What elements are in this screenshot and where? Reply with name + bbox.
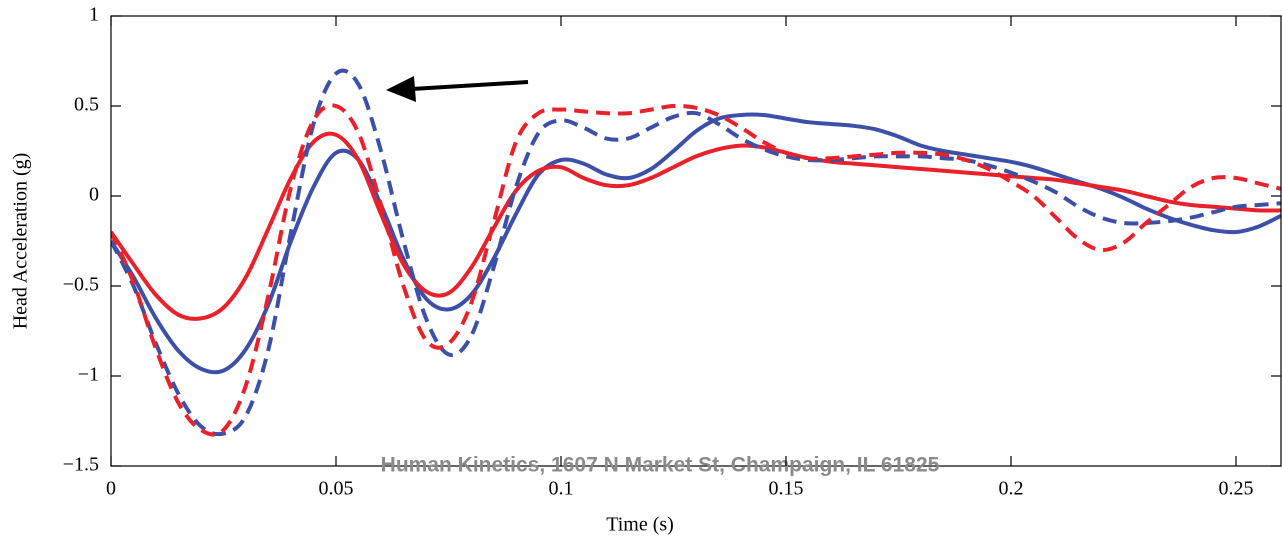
- plot-frame: [110, 15, 1282, 467]
- data-line: [111, 103, 1281, 437]
- x-tick-label: 0.1: [549, 478, 574, 500]
- annotation-arrowhead: [386, 76, 416, 102]
- y-tick-label: 0.5: [74, 94, 99, 116]
- data-line: [111, 68, 1281, 437]
- x-tick-label: 0: [106, 478, 116, 500]
- y-tick-label: −0.5: [63, 274, 99, 296]
- data-line: [111, 112, 1281, 375]
- x-tick-label: 0.15: [769, 478, 804, 500]
- x-tick-label: 0.2: [999, 478, 1024, 500]
- x-tick-label: 0.05: [319, 478, 354, 500]
- y-tick-label: 0: [89, 184, 99, 206]
- watermark: Human Kinetics, 1607 N Market St, Champa…: [381, 454, 940, 477]
- plot-area: [111, 68, 1281, 437]
- data-line: [111, 131, 1281, 321]
- y-axis-label: Head Acceleration (g): [10, 153, 32, 330]
- y-tick-label: 1: [89, 4, 99, 26]
- annotation-arrow: [411, 80, 529, 91]
- x-tick-label: 0.25: [1219, 478, 1254, 500]
- x-axis-label: Time (s): [606, 514, 674, 536]
- y-tick-label: −1.5: [63, 454, 99, 476]
- y-tick-label: −1: [78, 364, 99, 386]
